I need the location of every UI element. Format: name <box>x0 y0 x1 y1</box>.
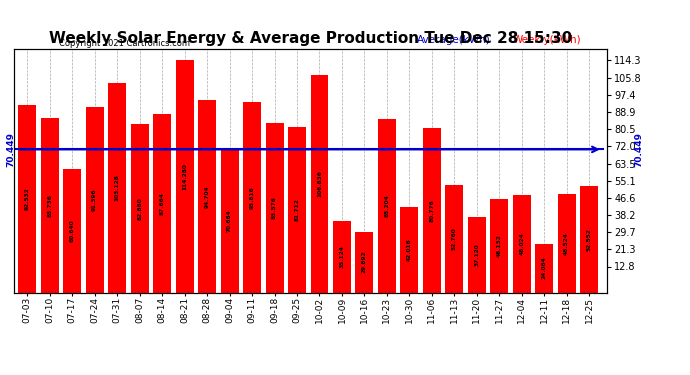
Text: 42.016: 42.016 <box>407 238 412 261</box>
Text: 87.664: 87.664 <box>159 192 165 215</box>
Text: 60.640: 60.640 <box>70 220 75 242</box>
Text: 92.532: 92.532 <box>25 187 30 210</box>
Bar <box>198 100 216 292</box>
Text: 91.396: 91.396 <box>92 188 97 211</box>
Bar <box>558 194 575 292</box>
Bar <box>266 123 284 292</box>
Bar <box>63 170 81 292</box>
Text: Average(kWh): Average(kWh) <box>417 35 491 45</box>
Bar <box>176 60 194 292</box>
Bar <box>400 207 418 292</box>
Title: Weekly Solar Energy & Average Production Tue Dec 28 15:30: Weekly Solar Energy & Average Production… <box>49 31 572 46</box>
Bar <box>513 195 531 292</box>
Bar <box>333 221 351 292</box>
Text: 70.449: 70.449 <box>6 132 15 167</box>
Bar <box>130 124 148 292</box>
Text: 70.449: 70.449 <box>634 132 643 167</box>
Text: 24.084: 24.084 <box>542 256 546 279</box>
Text: 83.576: 83.576 <box>272 196 277 219</box>
Text: 48.524: 48.524 <box>564 232 569 255</box>
Bar <box>491 199 509 292</box>
Text: 46.132: 46.132 <box>497 234 502 257</box>
Bar <box>19 105 37 292</box>
Bar <box>243 102 261 292</box>
Bar <box>378 119 396 292</box>
Bar <box>310 75 328 292</box>
Text: 48.024: 48.024 <box>520 232 524 255</box>
Bar <box>288 126 306 292</box>
Text: 29.892: 29.892 <box>362 251 367 273</box>
Text: 52.552: 52.552 <box>586 228 592 251</box>
Text: 103.128: 103.128 <box>115 174 119 201</box>
Text: 82.880: 82.880 <box>137 197 142 220</box>
Bar <box>423 128 441 292</box>
Text: 81.712: 81.712 <box>295 198 299 221</box>
Bar <box>468 217 486 292</box>
Text: 94.704: 94.704 <box>205 185 210 208</box>
Bar <box>221 149 239 292</box>
Text: 106.836: 106.836 <box>317 171 322 197</box>
Bar <box>153 114 171 292</box>
Bar <box>41 118 59 292</box>
Text: 52.760: 52.760 <box>452 228 457 250</box>
Text: 80.776: 80.776 <box>429 199 435 222</box>
Text: 85.736: 85.736 <box>47 194 52 217</box>
Bar <box>108 83 126 292</box>
Text: Weekly(kWh): Weekly(kWh) <box>512 35 581 45</box>
Bar <box>580 186 598 292</box>
Bar <box>86 107 104 292</box>
Bar <box>445 185 464 292</box>
Text: 35.124: 35.124 <box>339 245 344 268</box>
Bar <box>535 244 553 292</box>
Bar <box>355 232 373 292</box>
Text: 70.664: 70.664 <box>227 209 232 232</box>
Text: 114.280: 114.280 <box>182 163 187 190</box>
Text: 37.120: 37.120 <box>474 243 480 266</box>
Text: 93.816: 93.816 <box>250 186 255 209</box>
Text: Copyright 2021 Cartronics.com: Copyright 2021 Cartronics.com <box>59 39 190 48</box>
Text: 85.204: 85.204 <box>384 195 389 217</box>
